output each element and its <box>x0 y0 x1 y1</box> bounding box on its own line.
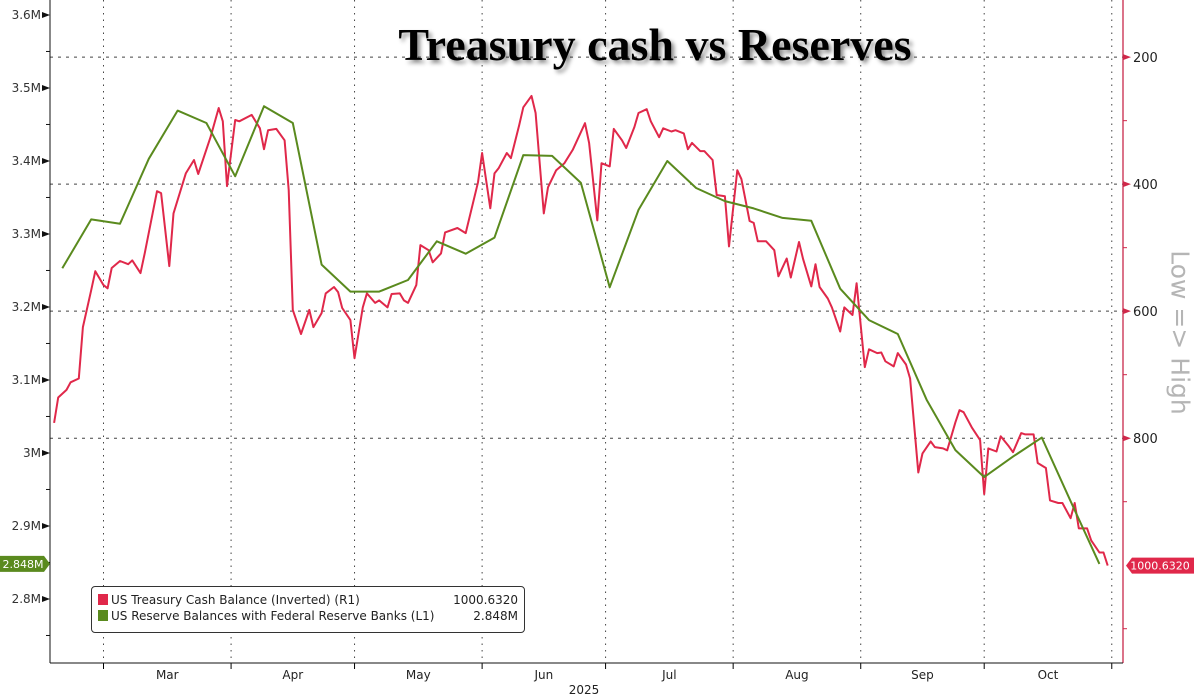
tick-labels: Mar Apr May Jun Jul Aug Sep Oct 2025 200 400 600 800… <box>0 8 1194 697</box>
x-tick-label: May <box>406 668 431 682</box>
left-tick-marker <box>42 11 50 18</box>
legend-swatch-red <box>98 594 108 605</box>
legend-swatch-green <box>98 610 108 621</box>
left-tick-marker <box>42 449 50 456</box>
right-tick-label: 400 <box>1133 178 1158 193</box>
left-last-value-badge <box>0 555 50 572</box>
left-tick-label: 3.1M <box>12 373 41 387</box>
axes <box>42 0 1131 669</box>
right-tick-label: 600 <box>1133 305 1158 320</box>
left-tick-label: 3.5M <box>12 81 41 95</box>
x-tick-label: Aug <box>785 668 808 682</box>
series-line-treasury-cash <box>53 94 1109 566</box>
legend-value: 1000.6320 <box>453 593 518 607</box>
right-tick-marker <box>1123 308 1131 315</box>
left-tick-marker <box>42 157 50 164</box>
left-last-value-label: 2.848M <box>3 558 44 571</box>
left-tick-marker <box>42 376 50 383</box>
left-tick-label: 3.4M <box>12 154 41 168</box>
left-tick-marker <box>42 84 50 91</box>
series-line-reserves <box>61 105 1101 565</box>
legend-item-reserves: US Reserve Balances with Federal Reserve… <box>98 608 518 624</box>
right-tick-label: 200 <box>1133 51 1158 66</box>
left-tick-label: 3.6M <box>12 8 41 22</box>
legend-label: US Reserve Balances with Federal Reserve… <box>111 609 435 623</box>
legend: US Treasury Cash Balance (Inverted) (R1)… <box>91 586 525 633</box>
x-tick-label: Oct <box>1038 668 1059 682</box>
right-axis-label: Low => High <box>1165 250 1194 415</box>
right-tick-marker <box>1123 181 1131 188</box>
legend-value: 2.848M <box>473 609 518 623</box>
right-last-value-badge <box>1126 557 1194 574</box>
left-tick-marker <box>42 230 50 237</box>
left-tick-label: 3M <box>23 446 41 460</box>
series-lines <box>53 94 1109 566</box>
legend-item-treasury: US Treasury Cash Balance (Inverted) (R1)… <box>98 592 518 608</box>
left-tick-label: 2.9M <box>12 519 41 533</box>
left-tick-label: 2.8M <box>12 592 41 606</box>
grid <box>50 0 1123 663</box>
chart-title: Treasury cash vs Reserves <box>398 19 912 70</box>
x-axis-label: 2025 <box>569 683 600 697</box>
x-tick-label: Apr <box>282 668 303 682</box>
x-tick-label: Mar <box>156 668 179 682</box>
right-tick-label: 800 <box>1133 432 1158 447</box>
x-tick-label: Jul <box>661 668 676 682</box>
left-tick-marker <box>42 595 50 602</box>
right-tick-marker <box>1123 54 1131 61</box>
left-tick-marker <box>42 303 50 310</box>
left-tick-label: 3.2M <box>12 300 41 314</box>
legend-label: US Treasury Cash Balance (Inverted) (R1) <box>111 593 360 607</box>
right-last-value-label: 1000.6320 <box>1130 560 1190 573</box>
left-tick-marker <box>42 522 50 529</box>
x-tick-label: Sep <box>911 668 934 682</box>
x-tick-label: Jun <box>533 668 553 682</box>
left-tick-label: 3.3M <box>12 227 41 241</box>
right-tick-marker <box>1123 435 1131 442</box>
